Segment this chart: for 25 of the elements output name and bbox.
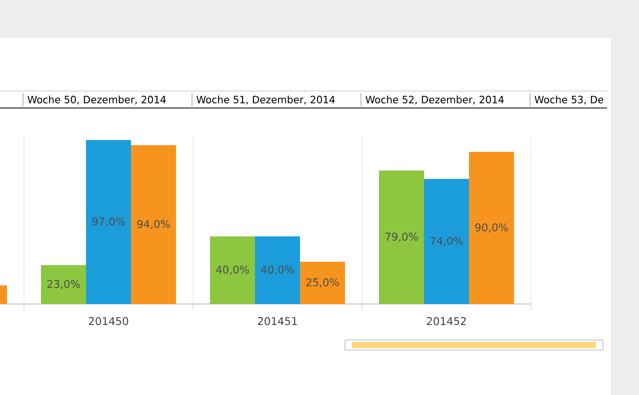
data-label: 79,0% (385, 232, 418, 242)
bar (255, 236, 300, 304)
x-tick-label: 201452 (426, 317, 466, 326)
bar (210, 236, 256, 304)
data-label: 23,0% (47, 280, 80, 290)
bar (131, 145, 176, 304)
x-tick-label: 201451 (258, 317, 297, 326)
data-label: 90,0% (475, 223, 508, 233)
text: Woche 53, De (534, 96, 604, 104)
data-label: 74,0% (430, 236, 463, 246)
bar (300, 262, 346, 304)
data-label: 25,0% (306, 278, 339, 288)
bar (469, 152, 514, 304)
text: Woche 51, Dezember, 2014 (196, 96, 335, 104)
data-label: 94,0% (137, 220, 170, 230)
data-label: 40,0% (261, 266, 294, 275)
data-label: 40,0% (216, 266, 249, 275)
x-tick-label: 201450 (88, 317, 128, 326)
text: Woche 52, Dezember, 2014 (366, 96, 504, 104)
text: Woche 50, Dezember, 2014 (28, 96, 166, 104)
bar (379, 170, 424, 304)
bar (424, 178, 470, 304)
bar (41, 265, 86, 304)
bar (86, 140, 132, 304)
data-label: 97,0% (92, 217, 125, 227)
